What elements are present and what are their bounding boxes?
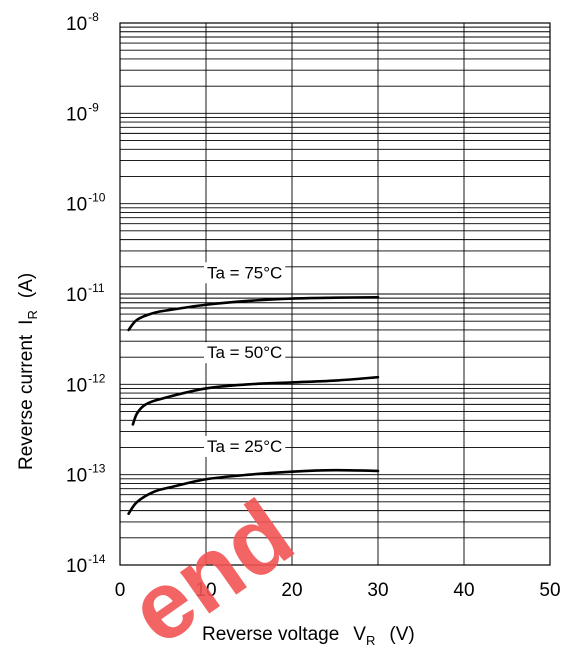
plot-frame — [119, 22, 551, 566]
x-tick-label: 20 — [281, 580, 302, 601]
x-tick-label: 50 — [539, 580, 560, 601]
series-curve — [127, 468, 380, 515]
x-tick-label: 0 — [115, 580, 126, 601]
series-label: Ta = 50°C — [204, 342, 286, 364]
y-tick-label: 10-8 — [66, 10, 99, 35]
y-tick-label: 10-11 — [66, 281, 105, 306]
series-label-bg — [204, 342, 286, 364]
series-label-text: Ta = 50°C — [207, 343, 282, 362]
x-tick-label: 40 — [453, 580, 474, 601]
watermark: end — [111, 480, 312, 648]
y-tick-label: 10-13 — [66, 462, 106, 487]
series-labels: Ta = 75°C Ta = 50°C Ta = 25°C — [204, 262, 286, 457]
series-curves — [127, 295, 380, 515]
series-label-text: Ta = 75°C — [207, 263, 282, 282]
series-label-bg — [204, 435, 286, 457]
x-tick-label: 10 — [195, 580, 216, 601]
y-tick-label: 10-14 — [66, 552, 106, 577]
series-curve — [127, 295, 380, 332]
y-tick-label: 10-10 — [66, 191, 106, 216]
x-tick-label: 30 — [367, 580, 388, 601]
y-axis-label: Reverse currentIR(A) — [16, 273, 40, 470]
y-tick-label: 10-12 — [66, 371, 106, 396]
x-axis-label: Reverse voltage VR (V) — [202, 624, 415, 648]
series-label-text: Ta = 25°C — [207, 437, 282, 456]
y-tick-label: 10-9 — [66, 100, 99, 125]
series-label-bg — [204, 262, 286, 284]
series-label: Ta = 25°C — [204, 435, 286, 457]
series-label: Ta = 75°C — [204, 262, 286, 284]
series-curve — [131, 375, 380, 426]
tick-labels: 0 10 20 30 40 50 10-14 10-13 10-12 10-11 10-10 10-9… — [66, 10, 561, 601]
